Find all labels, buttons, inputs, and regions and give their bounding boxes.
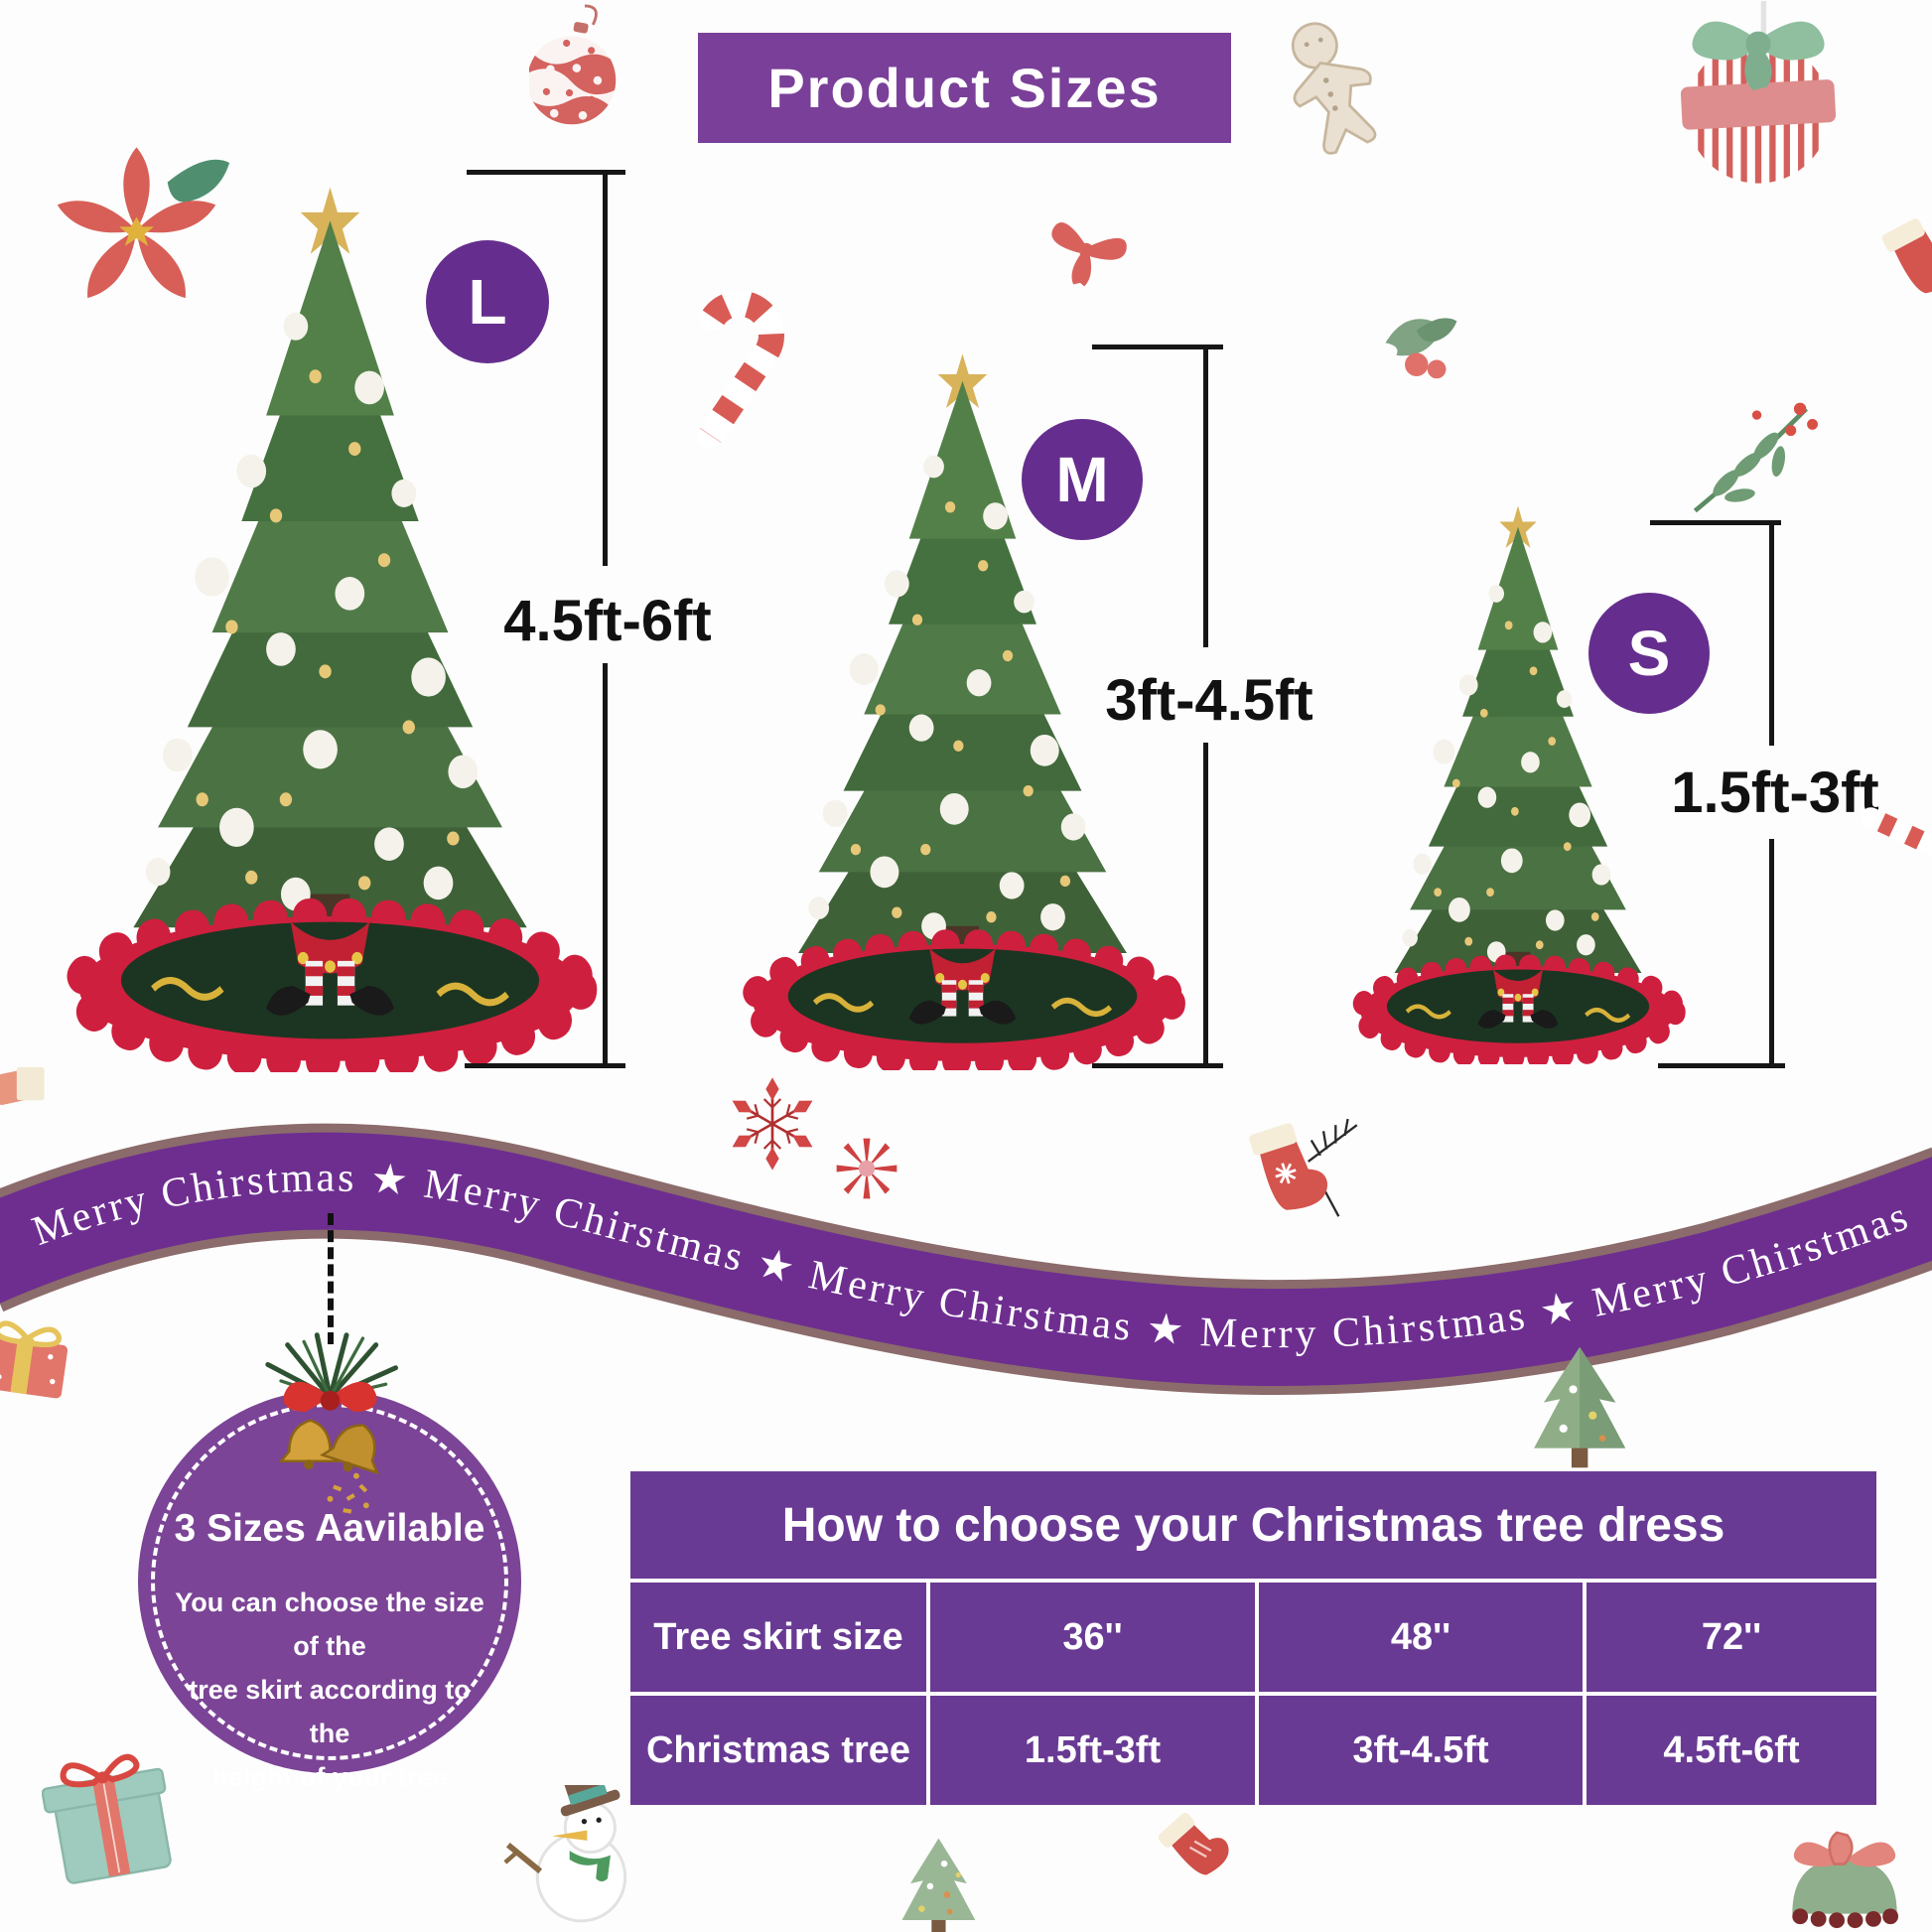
size-badge-s: S [1588,593,1710,714]
table-row-label: Christmas tree [630,1696,926,1805]
table-grid: Tree skirt size 36'' 48'' 72'' Christmas… [630,1583,1876,1805]
poinsettia-icon [57,147,230,299]
measure-cap-top-s [1650,520,1781,525]
table-cell: 36'' [930,1583,1255,1692]
size-badge-s-letter: S [1627,618,1671,689]
measure-label-m: 3ft-4.5ft [1105,668,1313,733]
christmas-tree-photo-small [1348,502,1688,1064]
stocking-icon [1882,218,1932,294]
measure-label-l: 4.5ft-6ft [503,589,712,653]
snowman-icon [503,1785,627,1923]
starburst-icon [836,1138,897,1199]
page-title: Product Sizes [767,57,1162,119]
sizes-available-text: You can choose the size of the tree skir… [168,1581,491,1799]
measure-cap-top-m [1092,345,1223,349]
edge-gift-icon [0,1320,69,1399]
leaf-sprig-icon [1693,402,1818,513]
page-title-banner: Product Sizes [698,33,1231,143]
table-cell: 4.5ft-6ft [1587,1696,1876,1805]
table-cell: 3ft-4.5ft [1259,1696,1583,1805]
edge-tag-icon [0,1066,45,1106]
measure-line-m-upper [1203,349,1208,647]
measure-line-s-upper [1769,525,1774,746]
measure-cap-bottom-l [465,1063,625,1068]
size-badge-l: L [426,240,549,363]
candy-cane-icon [697,290,784,449]
table-title: How to choose your Christmas tree dress [630,1471,1876,1579]
sizes-text-line2: tree skirt according to the [189,1675,471,1748]
measure-cap-top-l [467,170,625,175]
merry-christmas-ribbon: Merry Chirstmas ★ Merry Chirstmas ★ Merr… [0,1123,1932,1396]
measure-line-l-upper [603,175,608,566]
stocking-bottom-icon [1158,1812,1229,1875]
candy-cane-right-icon [1861,790,1932,858]
polka-ornament-icon [529,4,617,132]
size-badge-l-letter: L [468,266,507,338]
red-bow-icon [1051,222,1127,287]
bells-cluster-icon [265,1332,398,1514]
stocking-twig-icon [1249,1118,1358,1217]
tree-doodle-right-icon [1534,1346,1626,1468]
holly-icon [1385,318,1457,379]
table-row-label: Tree skirt size [630,1583,926,1692]
measure-label-s: 1.5ft-3ft [1671,760,1879,825]
table-cell: 1.5ft-3ft [930,1696,1255,1805]
choose-table: How to choose your Christmas tree dress … [630,1471,1876,1805]
tree-doodle-bottom-icon [901,1838,976,1932]
size-badge-m: M [1022,419,1143,540]
sizes-text-line3: height of your tree [211,1762,448,1792]
measure-line-m-lower [1203,743,1208,1063]
snowflake-icon [727,1077,818,1172]
size-badge-m-letter: M [1055,444,1109,515]
table-cell: 72'' [1587,1583,1876,1692]
measure-cap-bottom-m [1092,1063,1223,1068]
teal-gift-icon [42,1753,172,1884]
measure-cap-bottom-s [1658,1063,1785,1068]
striped-ornament-bow-icon [1680,1,1837,184]
sizes-text-line1: You can choose the size of the [175,1587,484,1661]
measure-line-s-lower [1769,839,1774,1063]
table-cell: 48'' [1259,1583,1583,1692]
bell-gift-icon [1792,1831,1899,1929]
sizes-available-title: 3 Sizes Aavilable [174,1507,485,1550]
gingerbread-icon [1291,22,1377,155]
measure-line-l-lower [603,663,608,1063]
hanger-dashed-line [328,1213,334,1344]
